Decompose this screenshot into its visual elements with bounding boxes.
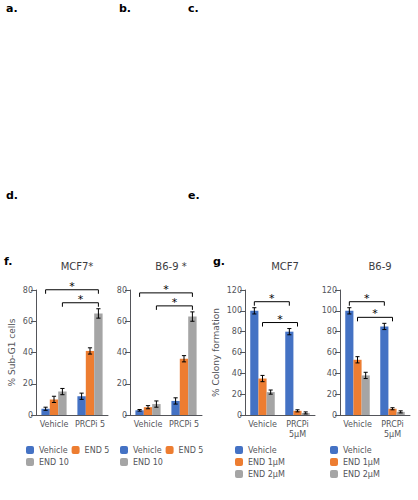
svg-text:END 5: END 5	[85, 446, 110, 455]
svg-text:Vehicle: Vehicle	[40, 420, 69, 429]
svg-text:60: 60	[23, 317, 33, 326]
svg-text:120: 120	[322, 286, 337, 295]
svg-text:60: 60	[117, 317, 127, 326]
svg-text:B6-9 *: B6-9 *	[155, 261, 186, 272]
svg-text:a.: a.	[6, 2, 18, 15]
svg-text:MCF7*: MCF7*	[61, 261, 94, 272]
svg-text:Vehicle: Vehicle	[248, 446, 277, 455]
svg-text:PRCPi 5: PRCPi 5	[169, 420, 199, 429]
svg-text:40: 40	[23, 348, 33, 357]
svg-text:100: 100	[227, 306, 242, 315]
svg-text:*: *	[277, 313, 283, 326]
svg-text:PRCPi: PRCPi	[286, 420, 308, 429]
svg-text:*: *	[69, 280, 75, 293]
svg-text:END 1μM: END 1μM	[343, 458, 380, 467]
svg-text:*: *	[269, 292, 275, 305]
svg-text:b.: b.	[119, 2, 131, 15]
svg-text:5μM: 5μM	[289, 430, 306, 439]
svg-text:0: 0	[237, 411, 242, 420]
svg-text:f.: f.	[4, 255, 12, 268]
svg-text:Vehicle: Vehicle	[248, 420, 277, 429]
svg-text:*: *	[172, 296, 178, 309]
svg-text:Vehicle: Vehicle	[343, 420, 372, 429]
svg-text:PRCPi: PRCPi	[381, 420, 403, 429]
svg-text:% Colony formation: % Colony formation	[211, 308, 221, 397]
svg-text:g.: g.	[213, 255, 225, 268]
svg-text:0: 0	[122, 411, 127, 420]
svg-text:e.: e.	[188, 189, 200, 202]
svg-text:% Sub-G1 cells: % Sub-G1 cells	[7, 318, 17, 386]
svg-text:40: 40	[327, 369, 337, 378]
svg-text:Vehicle: Vehicle	[134, 420, 163, 429]
svg-text:80: 80	[117, 286, 127, 295]
svg-text:60: 60	[232, 348, 242, 357]
svg-text:END 5: END 5	[179, 446, 204, 455]
svg-text:B6-9: B6-9	[368, 261, 391, 272]
svg-text:Vehicle: Vehicle	[133, 446, 162, 455]
svg-text:100: 100	[322, 306, 337, 315]
svg-text:PRCPi 5: PRCPi 5	[75, 420, 105, 429]
svg-text:Vehicle: Vehicle	[39, 446, 68, 455]
svg-text:40: 40	[232, 369, 242, 378]
svg-text:END 2μM: END 2μM	[248, 470, 285, 479]
svg-text:END 10: END 10	[133, 458, 163, 467]
svg-text:120: 120	[227, 286, 242, 295]
svg-text:0: 0	[332, 411, 337, 420]
svg-text:5μM: 5μM	[384, 430, 401, 439]
svg-text:80: 80	[327, 327, 337, 336]
svg-text:40: 40	[117, 348, 127, 357]
svg-text:END 10: END 10	[39, 458, 69, 467]
svg-text:0: 0	[28, 411, 33, 420]
svg-text:80: 80	[23, 286, 33, 295]
svg-text:*: *	[78, 293, 84, 306]
svg-text:END 1μM: END 1μM	[248, 458, 285, 467]
svg-text:20: 20	[117, 379, 127, 388]
svg-text:*: *	[163, 283, 169, 296]
svg-text:*: *	[372, 307, 378, 320]
svg-text:20: 20	[232, 390, 242, 399]
svg-text:20: 20	[327, 390, 337, 399]
svg-text:d.: d.	[6, 189, 18, 202]
svg-text:60: 60	[327, 348, 337, 357]
svg-text:MCF7: MCF7	[271, 261, 299, 272]
svg-text:Vehicle: Vehicle	[343, 446, 372, 455]
svg-text:END 2μM: END 2μM	[343, 470, 380, 479]
svg-text:20: 20	[23, 379, 33, 388]
svg-text:80: 80	[232, 327, 242, 336]
svg-text:c.: c.	[188, 2, 199, 15]
svg-text:*: *	[364, 292, 370, 305]
